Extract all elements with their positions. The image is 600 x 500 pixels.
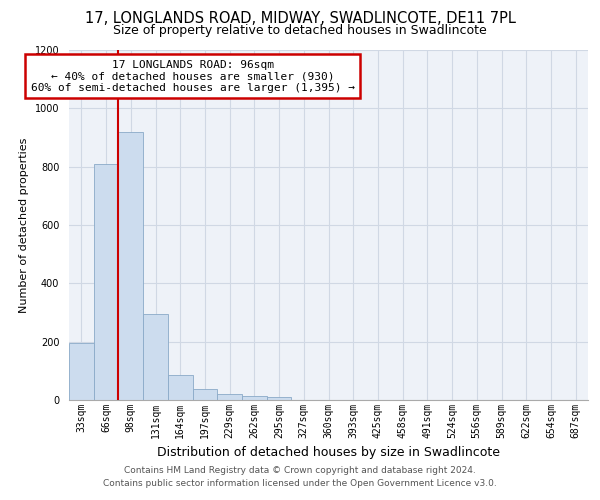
Y-axis label: Number of detached properties: Number of detached properties bbox=[19, 138, 29, 312]
Bar bbox=[217, 394, 242, 400]
Text: Size of property relative to detached houses in Swadlincote: Size of property relative to detached ho… bbox=[113, 24, 487, 37]
Bar bbox=[168, 375, 193, 400]
Text: 17, LONGLANDS ROAD, MIDWAY, SWADLINCOTE, DE11 7PL: 17, LONGLANDS ROAD, MIDWAY, SWADLINCOTE,… bbox=[85, 11, 515, 26]
Bar bbox=[118, 132, 143, 400]
Bar bbox=[94, 164, 118, 400]
Text: 17 LONGLANDS ROAD: 96sqm
← 40% of detached houses are smaller (930)
60% of semi-: 17 LONGLANDS ROAD: 96sqm ← 40% of detach… bbox=[31, 60, 355, 93]
Bar bbox=[143, 314, 168, 400]
X-axis label: Distribution of detached houses by size in Swadlincote: Distribution of detached houses by size … bbox=[157, 446, 500, 460]
Bar bbox=[193, 389, 217, 400]
Bar bbox=[69, 343, 94, 400]
Bar bbox=[267, 396, 292, 400]
Text: Contains HM Land Registry data © Crown copyright and database right 2024.
Contai: Contains HM Land Registry data © Crown c… bbox=[103, 466, 497, 487]
Bar bbox=[242, 396, 267, 400]
